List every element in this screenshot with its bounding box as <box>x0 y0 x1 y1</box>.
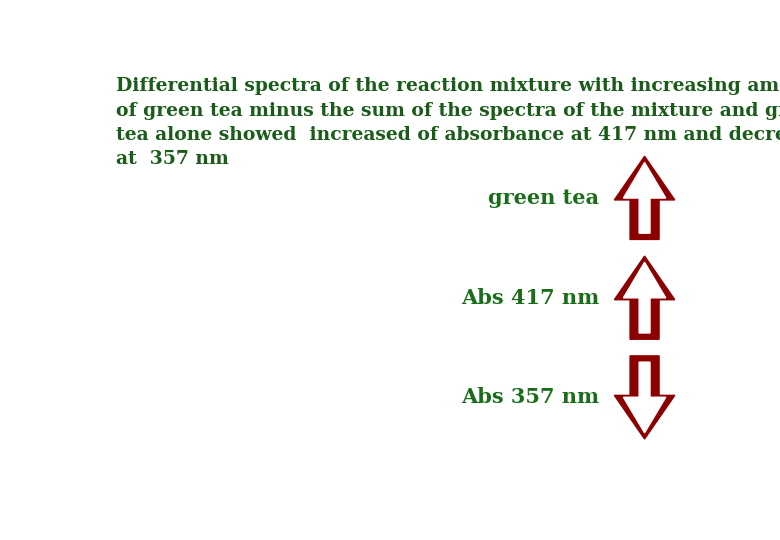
Polygon shape <box>615 256 675 339</box>
Polygon shape <box>623 163 666 233</box>
Text: Abs 417 nm: Abs 417 nm <box>461 288 599 308</box>
Polygon shape <box>615 156 675 239</box>
Polygon shape <box>615 356 675 439</box>
Polygon shape <box>623 362 666 433</box>
Text: Abs 357 nm: Abs 357 nm <box>461 387 599 408</box>
Text: green tea: green tea <box>488 188 599 208</box>
Text: Differential spectra of the reaction mixture with increasing amounts
of green te: Differential spectra of the reaction mix… <box>115 77 780 168</box>
Polygon shape <box>623 262 666 333</box>
